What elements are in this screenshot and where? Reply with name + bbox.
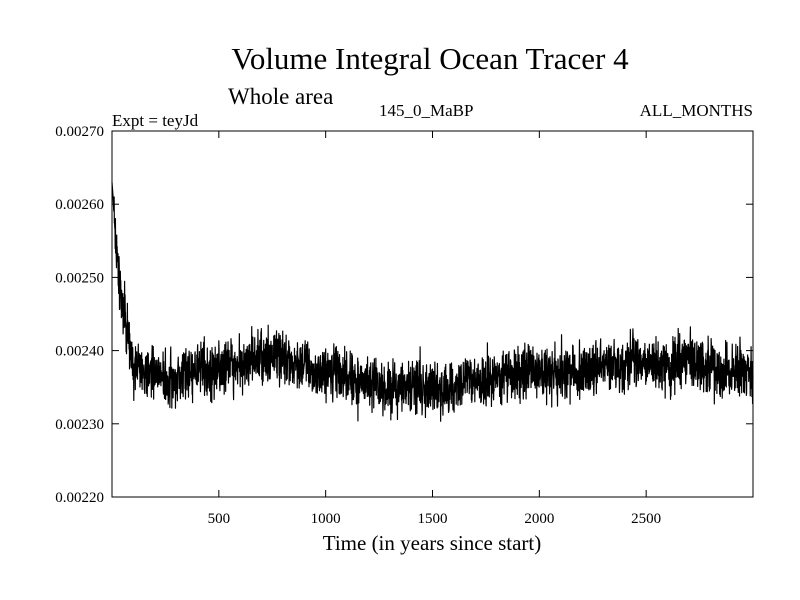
experiment-label: Expt = teyJd — [112, 111, 199, 130]
x-tick-label: 500 — [208, 511, 231, 527]
chart-subtitle: Whole area — [228, 84, 333, 109]
chart-title: Volume Integral Ocean Tracer 4 — [231, 41, 629, 76]
period-label: ALL_MONTHS — [640, 101, 753, 120]
plot-frame — [111, 130, 754, 498]
run-label: 145_0_MaBP — [379, 101, 473, 120]
x-tick-label: 2500 — [631, 511, 661, 527]
data-layer — [111, 182, 754, 422]
y-tick-label: 0.00230 — [55, 417, 104, 433]
x-tick-label: 1000 — [311, 511, 341, 527]
series-line — [111, 182, 754, 422]
y-tick-label: 0.00270 — [55, 124, 104, 140]
x-tick-label: 1500 — [418, 511, 448, 527]
y-tick-label: 0.00220 — [55, 490, 104, 506]
y-tick-label: 0.00260 — [55, 197, 104, 213]
tick-label-layer: 500 1000 1500 2000 2500 0.00220 0.00230 0.00240… — [55, 124, 661, 527]
x-axis-label: Time (in years since start) — [323, 531, 542, 555]
y-tick-label: 0.00250 — [55, 270, 104, 286]
y-tick-label: 0.00240 — [55, 344, 104, 360]
x-tick-label: 2000 — [524, 511, 554, 527]
